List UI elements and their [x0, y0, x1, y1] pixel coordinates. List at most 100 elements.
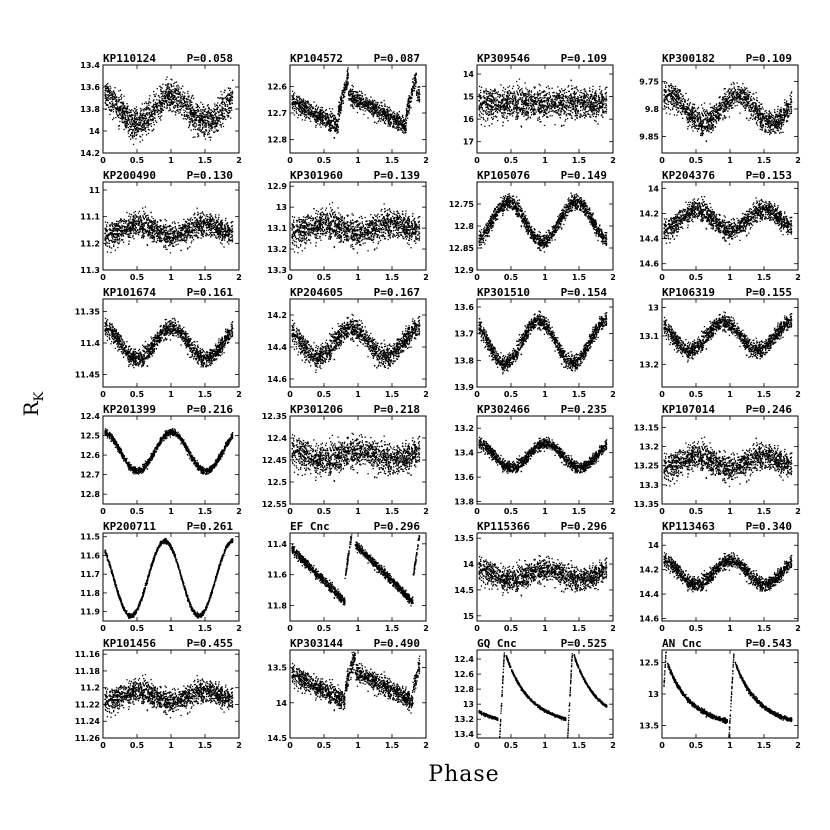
data-point: [335, 121, 336, 122]
data-point: [403, 125, 404, 126]
data-point: [408, 102, 409, 103]
data-point: [223, 116, 224, 117]
data-point: [500, 95, 501, 96]
data-point: [307, 107, 308, 108]
data-point: [190, 106, 191, 107]
data-point: [142, 123, 143, 124]
data-point: [495, 97, 496, 98]
data-point: [213, 123, 214, 124]
data-point: [573, 101, 574, 102]
data-point: [137, 113, 138, 114]
data-point: [417, 93, 418, 94]
data-point: [419, 99, 420, 100]
data-point: [157, 103, 158, 104]
data-point: [320, 107, 321, 108]
data-point: [218, 120, 219, 121]
data-point: [176, 85, 177, 86]
data-point: [168, 83, 169, 84]
data-point: [411, 98, 412, 99]
data-point: [526, 104, 527, 105]
data-point: [113, 106, 114, 107]
data-point: [225, 106, 226, 107]
data-point: [145, 127, 146, 128]
data-point: [154, 118, 155, 119]
data-point: [324, 117, 325, 118]
data-point: [514, 109, 515, 110]
data-point: [192, 95, 193, 96]
data-point: [125, 108, 126, 109]
data-point: [480, 102, 481, 103]
data-point: [531, 90, 532, 91]
data-point: [141, 131, 142, 132]
data-point: [210, 123, 211, 124]
data-point: [167, 88, 168, 89]
data-point: [214, 106, 215, 107]
data-point: [178, 104, 179, 105]
data-point: [329, 120, 330, 121]
data-point: [502, 112, 503, 113]
data-point: [303, 99, 304, 100]
data-point: [214, 117, 215, 118]
data-point: [190, 111, 191, 112]
data-point: [390, 118, 391, 119]
data-point: [214, 109, 215, 110]
data-point: [199, 117, 200, 118]
data-point: [131, 129, 132, 130]
data-point: [216, 120, 217, 121]
data-point: [340, 110, 341, 111]
data-point: [129, 122, 130, 123]
data-point: [108, 86, 109, 87]
data-point: [177, 93, 178, 94]
data-point: [154, 109, 155, 110]
data-point: [185, 101, 186, 102]
data-point: [146, 134, 147, 135]
data-point: [365, 102, 366, 103]
data-point: [188, 127, 189, 128]
data-point: [192, 109, 193, 110]
data-point: [362, 102, 363, 103]
data-point: [529, 91, 530, 92]
data-point: [579, 92, 580, 93]
data-point: [383, 118, 384, 119]
data-point: [189, 112, 190, 113]
data-point: [174, 102, 175, 103]
data-point: [561, 125, 562, 126]
data-point: [376, 123, 377, 124]
data-point: [566, 115, 567, 116]
data-point: [178, 91, 179, 92]
data-point: [130, 116, 131, 117]
data-point: [368, 104, 369, 105]
data-point: [137, 127, 138, 128]
data-point: [353, 108, 354, 109]
data-point: [358, 95, 359, 96]
data-point: [493, 112, 494, 113]
data-point: [301, 106, 302, 107]
data-point: [186, 112, 187, 113]
data-point: [374, 122, 375, 123]
data-point: [182, 98, 183, 99]
data-point: [205, 108, 206, 109]
data-point: [105, 96, 106, 97]
data-point: [202, 104, 203, 105]
data-point: [209, 130, 210, 131]
data-point: [502, 125, 503, 126]
data-point: [592, 86, 593, 87]
data-point: [504, 91, 505, 92]
data-point: [151, 106, 152, 107]
data-point: [315, 106, 316, 107]
data-point: [595, 92, 596, 93]
data-point: [217, 118, 218, 119]
data-point: [214, 120, 215, 121]
data-point: [105, 103, 106, 104]
data-point: [118, 112, 119, 113]
data-point: [347, 78, 348, 79]
data-point: [378, 121, 379, 122]
data-point: [140, 112, 141, 113]
data-point: [200, 125, 201, 126]
data-point: [384, 115, 385, 116]
data-point: [161, 98, 162, 99]
data-point: [570, 107, 571, 108]
data-point: [586, 92, 587, 93]
data-point: [359, 108, 360, 109]
data-point: [489, 101, 490, 102]
